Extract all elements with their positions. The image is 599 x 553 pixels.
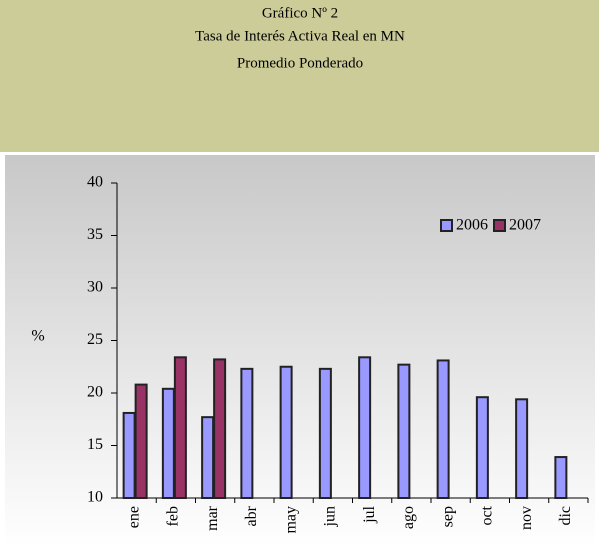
bar [213, 358, 227, 499]
x-tick-label: dic [557, 506, 574, 526]
x-tick-label: jul [361, 505, 378, 523]
bar [515, 398, 529, 499]
bar [122, 411, 136, 500]
bar [173, 356, 187, 499]
chart-subtitle: Promedio Ponderado [237, 55, 363, 71]
x-tick-label: abr [243, 505, 260, 526]
y-tick-label: 30 [87, 279, 103, 296]
bar [358, 356, 372, 499]
bar [201, 416, 215, 499]
y-tick-label: 15 [87, 436, 103, 453]
bar [161, 387, 175, 499]
bar [397, 363, 411, 499]
bar [436, 359, 450, 500]
y-tick-label: 25 [87, 331, 103, 348]
title-box [0, 0, 599, 152]
x-tick-label: oct [479, 505, 496, 525]
x-tick-label: jun [322, 506, 339, 527]
y-tick-label: 35 [87, 226, 103, 243]
bar [279, 365, 293, 499]
legend-swatch [440, 219, 453, 232]
chart-subtitle: Tasa de Interés Activa Real en MN [195, 28, 405, 44]
chart-title: Gráfico Nº 2 [262, 5, 338, 21]
y-axis-label: % [31, 328, 44, 345]
bar [475, 396, 489, 500]
legend-label: 2007 [509, 217, 541, 234]
bar [134, 383, 148, 500]
x-tick-label: mar [204, 505, 221, 531]
legend-swatch [493, 219, 506, 232]
bar [240, 367, 254, 499]
bar [318, 367, 332, 499]
x-tick-label: ene [125, 506, 142, 528]
y-tick-label: 10 [87, 489, 103, 506]
bar [554, 456, 568, 499]
x-tick-label: ago [400, 506, 417, 529]
y-tick-label: 40 [87, 174, 103, 191]
y-tick-label: 20 [87, 384, 103, 401]
x-tick-label: sep [439, 506, 456, 527]
x-tick-label: nov [518, 506, 535, 530]
x-tick-label: may [282, 506, 299, 534]
x-tick-label: feb [165, 506, 182, 526]
legend-label: 2006 [456, 217, 488, 234]
